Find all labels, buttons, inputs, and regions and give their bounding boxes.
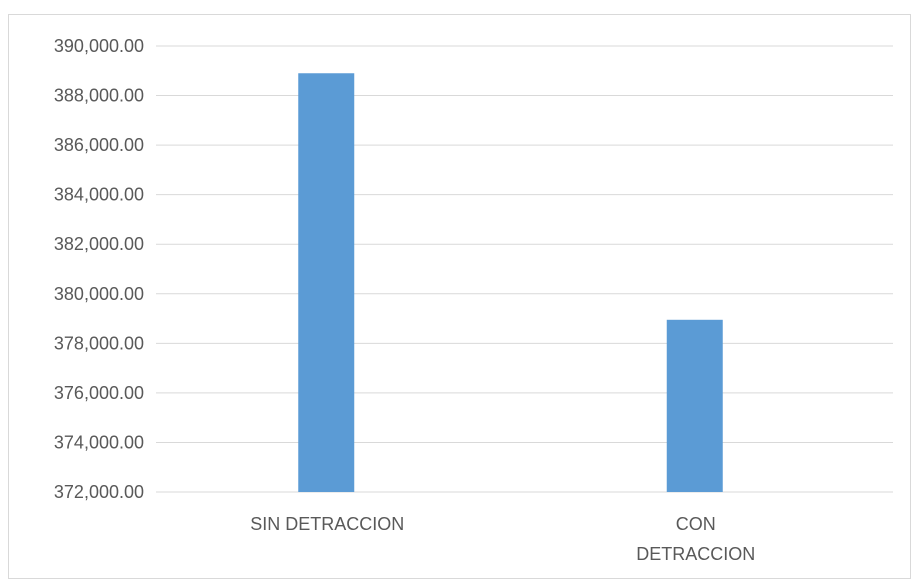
gridlines [156, 45, 893, 493]
y-tick-label: 382,000.00 [54, 234, 144, 254]
y-axis-tick-labels: 372,000.00 374,000.00 376,000.00 378,000.00… [54, 36, 144, 502]
x-category-label: SIN DETRACCION [250, 514, 404, 534]
y-tick-label: 390,000.00 [54, 36, 144, 56]
y-tick-label: 376,000.00 [54, 383, 144, 403]
y-tick-label: 378,000.00 [54, 333, 144, 353]
bar [666, 319, 723, 492]
y-tick-label: 372,000.00 [54, 482, 144, 502]
x-category-label: DETRACCION [636, 544, 755, 564]
y-tick-label: 384,000.00 [54, 185, 144, 205]
bars [298, 73, 723, 492]
chart-frame [8, 14, 911, 579]
x-category-label: CON [676, 514, 716, 534]
bar [298, 73, 355, 492]
x-axis-category-labels: SIN DETRACCION CON DETRACCION [250, 514, 755, 564]
y-tick-label: 388,000.00 [54, 86, 144, 106]
y-tick-label: 374,000.00 [54, 432, 144, 452]
y-tick-label: 380,000.00 [54, 284, 144, 304]
y-tick-label: 386,000.00 [54, 135, 144, 155]
